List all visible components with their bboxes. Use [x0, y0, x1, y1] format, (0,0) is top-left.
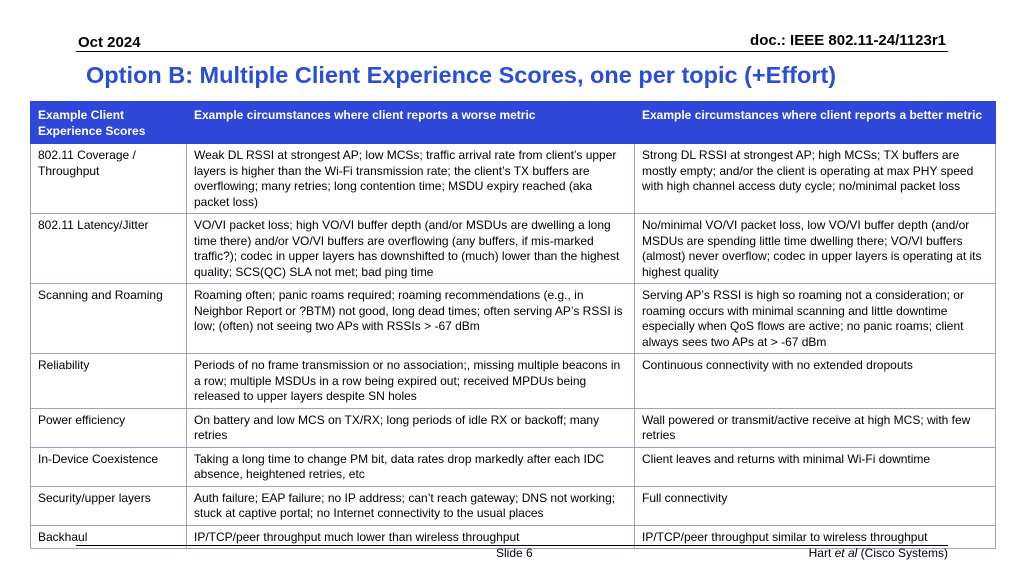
table-header-row: Example Client Experience Scores Example…: [30, 101, 996, 144]
header-worse: Example circumstances where client repor…: [186, 101, 635, 144]
worse-cell: IP/TCP/peer throughput much lower than w…: [186, 524, 635, 549]
header-date: Oct 2024: [78, 34, 141, 51]
table-row: 802.11 Latency/Jitter VO/VI packet loss;…: [30, 213, 996, 284]
score-name: Backhaul: [30, 524, 187, 549]
author-name: Hart: [808, 546, 832, 560]
better-cell: Full connectivity: [634, 485, 996, 526]
footer-divider: [76, 545, 948, 546]
worse-cell: On battery and low MCS on TX/RX; long pe…: [186, 407, 635, 448]
header-better: Example circumstances where client repor…: [634, 101, 996, 144]
footer-author: Hart et al (Cisco Systems): [809, 546, 948, 560]
worse-cell: Roaming often; panic roams required; roa…: [186, 283, 635, 354]
table-row: Power efficiency On battery and low MCS …: [30, 407, 996, 448]
score-name: Scanning and Roaming: [30, 283, 187, 354]
worse-cell: Weak DL RSSI at strongest AP; low MCSs; …: [186, 143, 635, 214]
author-org: (Cisco Systems): [860, 546, 948, 560]
better-cell: Serving AP’s RSSI is high so roaming not…: [634, 283, 996, 354]
score-name: In-Device Coexistence: [30, 446, 187, 487]
table-row: Scanning and Roaming Roaming often; pani…: [30, 283, 996, 354]
better-cell: Wall powered or transmit/active receive …: [634, 407, 996, 448]
header-divider: [76, 51, 948, 52]
header-doc-id: doc.: IEEE 802.11-24/1123r1: [750, 32, 946, 49]
score-name: Reliability: [30, 353, 187, 409]
table-row: 802.11 Coverage / Throughput Weak DL RSS…: [30, 143, 996, 214]
worse-cell: Periods of no frame transmission or no a…: [186, 353, 635, 409]
table-row: In-Device Coexistence Taking a long time…: [30, 446, 996, 487]
scores-table: Example Client Experience Scores Example…: [30, 101, 996, 549]
header-scores: Example Client Experience Scores: [30, 101, 187, 144]
better-cell: No/minimal VO/VI packet loss, low VO/VI …: [634, 213, 996, 284]
slide-title: Option B: Multiple Client Experience Sco…: [86, 62, 837, 88]
worse-cell: Auth failure; EAP failure; no IP address…: [186, 485, 635, 526]
better-cell: Strong DL RSSI at strongest AP; high MCS…: [634, 143, 996, 214]
table-row: Reliability Periods of no frame transmis…: [30, 353, 996, 409]
score-name: 802.11 Coverage / Throughput: [30, 143, 187, 214]
better-cell: Continuous connectivity with no extended…: [634, 353, 996, 409]
better-cell: IP/TCP/peer throughput similar to wirele…: [634, 524, 996, 549]
score-name: Power efficiency: [30, 407, 187, 448]
score-name: Security/upper layers: [30, 485, 187, 526]
score-name: 802.11 Latency/Jitter: [30, 213, 187, 284]
better-cell: Client leaves and returns with minimal W…: [634, 446, 996, 487]
table-row: Security/upper layers Auth failure; EAP …: [30, 485, 996, 526]
slide-number: Slide 6: [496, 546, 533, 560]
table-row: Backhaul IP/TCP/peer throughput much low…: [30, 524, 996, 549]
worse-cell: VO/VI packet loss; high VO/VI buffer dep…: [186, 213, 635, 284]
worse-cell: Taking a long time to change PM bit, dat…: [186, 446, 635, 487]
author-etal: et al: [834, 546, 858, 560]
